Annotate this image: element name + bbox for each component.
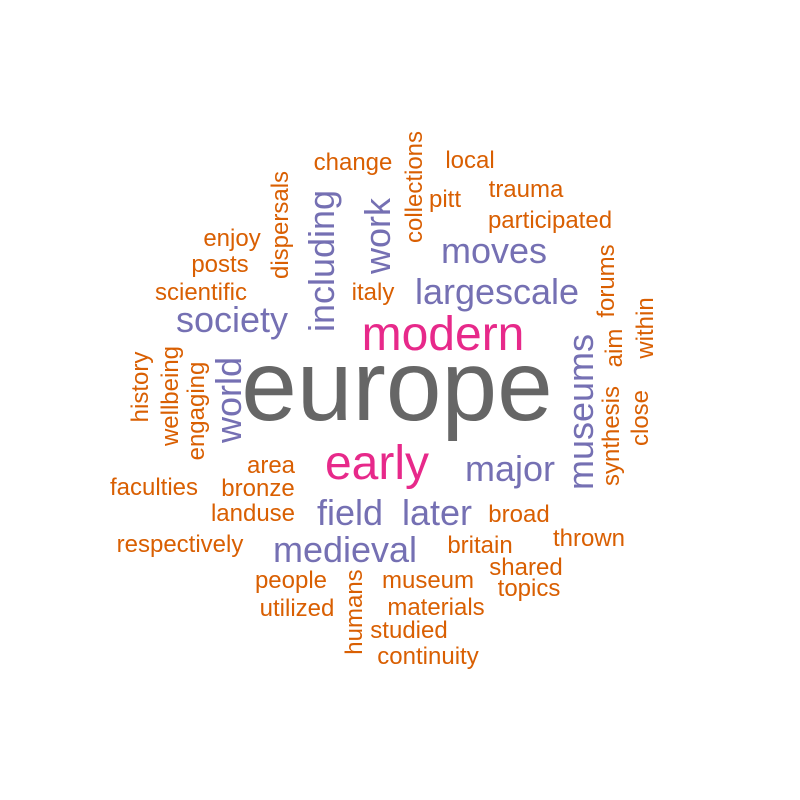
word-faculties: faculties	[109, 474, 199, 501]
word-work: work	[357, 197, 398, 275]
word-close: close	[627, 389, 654, 447]
word-museums: museums	[560, 333, 601, 491]
word-area: area	[246, 452, 296, 479]
word-humans: humans	[341, 569, 368, 655]
word-engaging: engaging	[183, 361, 210, 461]
word-wellbeing: wellbeing	[157, 345, 184, 447]
word-pitt: pitt	[428, 186, 462, 213]
word-broad: broad	[488, 501, 550, 528]
word-topics: topics	[497, 575, 561, 602]
word-including: including	[301, 189, 342, 333]
word-scientific: scientific	[154, 279, 248, 306]
word-medieval: medieval	[272, 529, 418, 570]
word-participated: participated	[487, 207, 613, 234]
word-utilized: utilized	[259, 595, 335, 622]
word-largescale: largescale	[414, 271, 580, 312]
word-europe: europe	[241, 330, 553, 442]
word-history: history	[127, 351, 154, 423]
word-museum: museum	[381, 567, 475, 594]
word-studied: studied	[370, 617, 448, 644]
word-aim: aim	[601, 328, 628, 368]
word-field: field	[316, 492, 384, 533]
word-later: later	[401, 492, 473, 533]
word-respectively: respectively	[116, 531, 244, 558]
word-modern: modern	[361, 308, 525, 361]
word-local: local	[445, 147, 495, 174]
word-forums: forums	[593, 244, 620, 318]
word-posts: posts	[191, 251, 249, 278]
word-moves: moves	[440, 230, 548, 271]
word-world: world	[208, 356, 249, 444]
word-major: major	[464, 448, 556, 489]
word-continuity: continuity	[377, 643, 479, 670]
word-trauma: trauma	[488, 176, 564, 203]
word-synthesis: synthesis	[598, 385, 625, 487]
word-early: early	[324, 437, 430, 490]
word-bronze: bronze	[221, 475, 295, 502]
word-within: within	[632, 297, 659, 359]
word-thrown: thrown	[552, 525, 626, 552]
word-shared: shared	[489, 554, 563, 581]
word-change: change	[313, 149, 393, 176]
word-people: people	[254, 567, 328, 594]
word-enjoy: enjoy	[203, 225, 261, 252]
word-italy: italy	[351, 279, 395, 306]
word-collections: collections	[401, 130, 428, 244]
word-society: society	[175, 299, 289, 340]
word-britain: britain	[447, 532, 513, 559]
word-dispersals: dispersals	[267, 170, 294, 280]
word-materials: materials	[387, 594, 485, 621]
word-landuse: landuse	[210, 500, 296, 527]
